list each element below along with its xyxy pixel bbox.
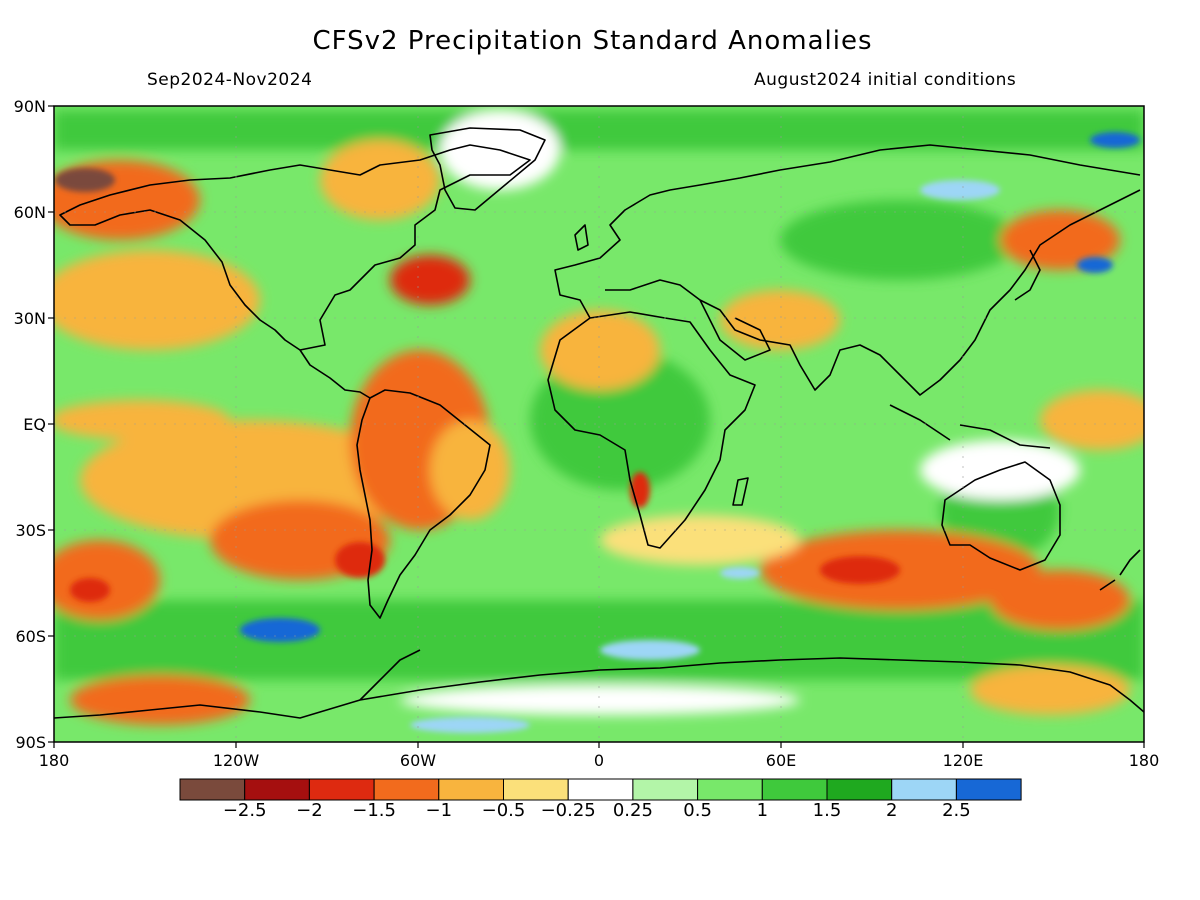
colorbar-swatch bbox=[373, 778, 440, 801]
lat-label-60s: 60S bbox=[15, 627, 46, 646]
colorbar-swatch bbox=[503, 778, 569, 801]
colorbar-label: 0.5 bbox=[683, 800, 712, 821]
colorbar-swatch bbox=[244, 778, 310, 801]
colorbar bbox=[179, 778, 1022, 801]
colorbar-swatch bbox=[632, 778, 699, 801]
lon-label-180e: 180 bbox=[1128, 751, 1160, 770]
lat-label-90n: 90N bbox=[13, 97, 46, 116]
colorbar-swatch bbox=[567, 778, 634, 801]
map-title: CFSv2 Precipitation Standard Anomalies bbox=[312, 26, 873, 56]
colorbar-swatch bbox=[438, 778, 504, 801]
lat-label-30n: 30N bbox=[13, 309, 46, 328]
colorbar-swatch bbox=[697, 778, 763, 801]
colorbar-swatch bbox=[308, 778, 375, 801]
colorbar-label: −0.5 bbox=[481, 800, 526, 821]
colorbar-swatch bbox=[179, 778, 246, 801]
colorbar-label: 2 bbox=[885, 800, 898, 821]
colorbar-swatch bbox=[761, 778, 828, 801]
lon-label-60e: 60E bbox=[765, 751, 797, 770]
colorbar-swatch bbox=[955, 778, 1022, 801]
colorbar-label: −1 bbox=[425, 800, 453, 821]
colorbar-swatch bbox=[826, 778, 893, 801]
lat-label-60n: 60N bbox=[13, 203, 46, 222]
wet-extremes bbox=[55, 132, 1140, 733]
lon-label-180w: 180 bbox=[38, 751, 70, 770]
lat-label-30s: 30S bbox=[15, 521, 46, 540]
colorbar-label: −2 bbox=[296, 800, 323, 821]
colorbar-label: 1 bbox=[756, 800, 769, 821]
colorbar-label: 2.5 bbox=[942, 800, 971, 821]
lon-label-120w: 120W bbox=[212, 751, 260, 770]
anomaly-field bbox=[54, 110, 1144, 725]
coastlines bbox=[54, 127, 1144, 719]
initial-conditions: August2024 initial conditions bbox=[754, 70, 1017, 90]
lon-label-120e: 120E bbox=[942, 751, 984, 770]
colorbar-label: 0.25 bbox=[612, 800, 653, 821]
lat-label-eq: EQ bbox=[23, 415, 46, 434]
axis-ticks bbox=[48, 105, 1145, 748]
lat-label-90s: 90S bbox=[15, 733, 46, 752]
lon-label-60w: 60W bbox=[399, 751, 437, 770]
forecast-period: Sep2024-Nov2024 bbox=[147, 70, 313, 90]
lon-label-0: 0 bbox=[593, 751, 605, 770]
colorbar-label: 1.5 bbox=[812, 800, 842, 821]
colorbar-label: −2.5 bbox=[222, 800, 267, 821]
colorbar-label: −1.5 bbox=[352, 800, 396, 821]
colorbar-label: −0.25 bbox=[540, 800, 596, 821]
graticule bbox=[54, 106, 1144, 742]
colorbar-swatch bbox=[891, 778, 957, 801]
